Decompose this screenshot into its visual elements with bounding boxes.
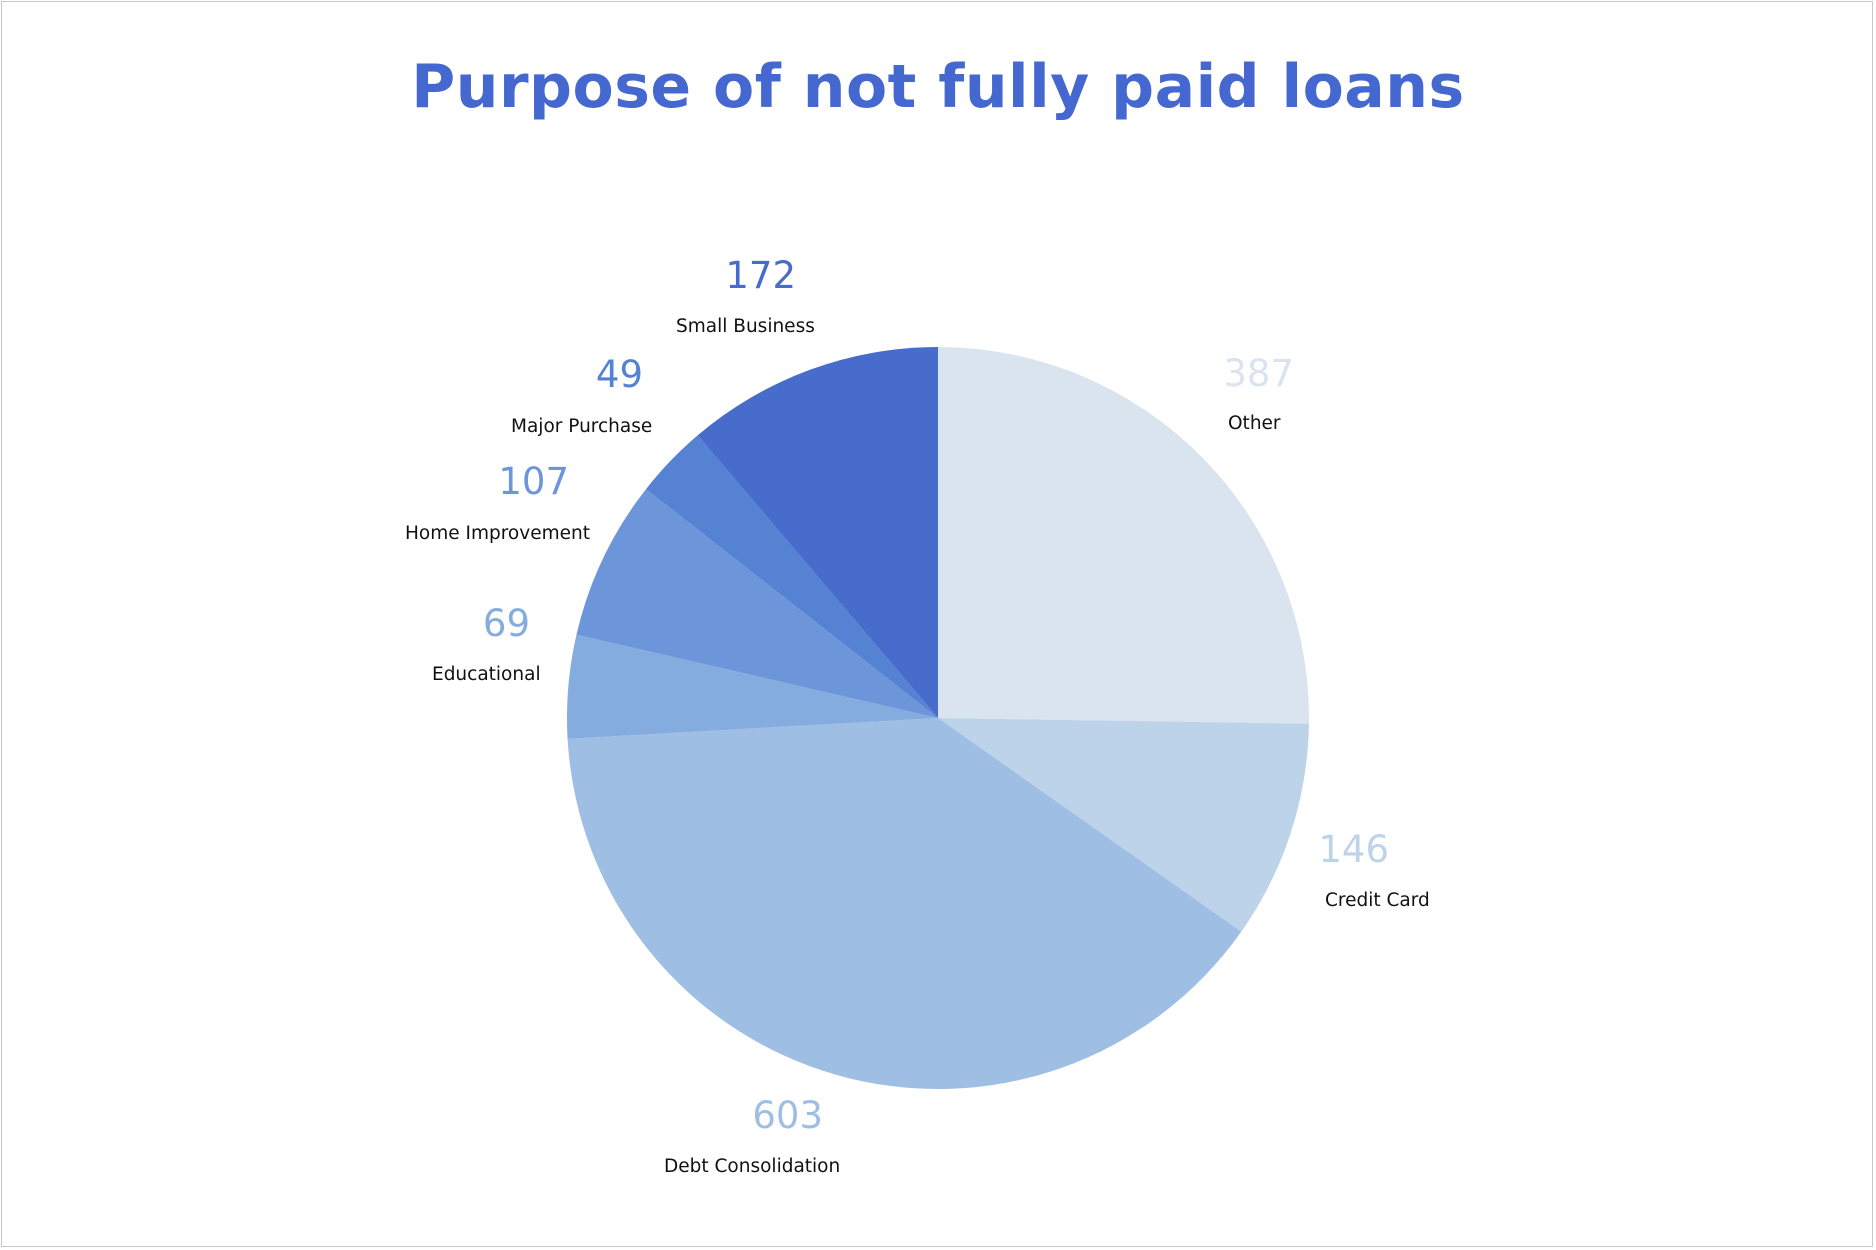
pie-slice-educational [567,634,938,739]
pie-slice-small-business [697,347,938,718]
category-label-small-business: Small Business [676,316,815,337]
chart-title: Purpose of not fully paid loans [411,52,1465,122]
category-label-credit-card: Credit Card [1325,890,1430,911]
category-label-major-purchase: Major Purchase [511,416,652,437]
pie-slice-home-improvement [576,489,938,718]
slice-labels: 387 Other 146 Credit Card 603 Debt Consolidat… [405,254,1430,1177]
category-label-home-improvement: Home Improvement [405,523,590,544]
category-label-other: Other [1228,413,1281,434]
value-label-debt-consolidation: 603 [752,1094,823,1137]
value-label-other: 387 [1223,352,1294,395]
value-label-small-business: 172 [725,254,796,297]
category-label-debt-consolidation: Debt Consolidation [664,1156,840,1177]
pie-slice-other [938,347,1310,724]
value-label-home-improvement: 107 [498,460,569,503]
pie-slice-major-purchase [646,435,938,718]
pie-slices [567,347,1310,1090]
category-label-educational: Educational [432,664,541,685]
value-label-educational: 69 [483,602,530,645]
pie-slice-debt-consolidation [567,718,1242,1090]
value-label-major-purchase: 49 [596,353,643,396]
value-label-credit-card: 146 [1318,828,1389,871]
pie-slice-credit-card [938,718,1309,932]
